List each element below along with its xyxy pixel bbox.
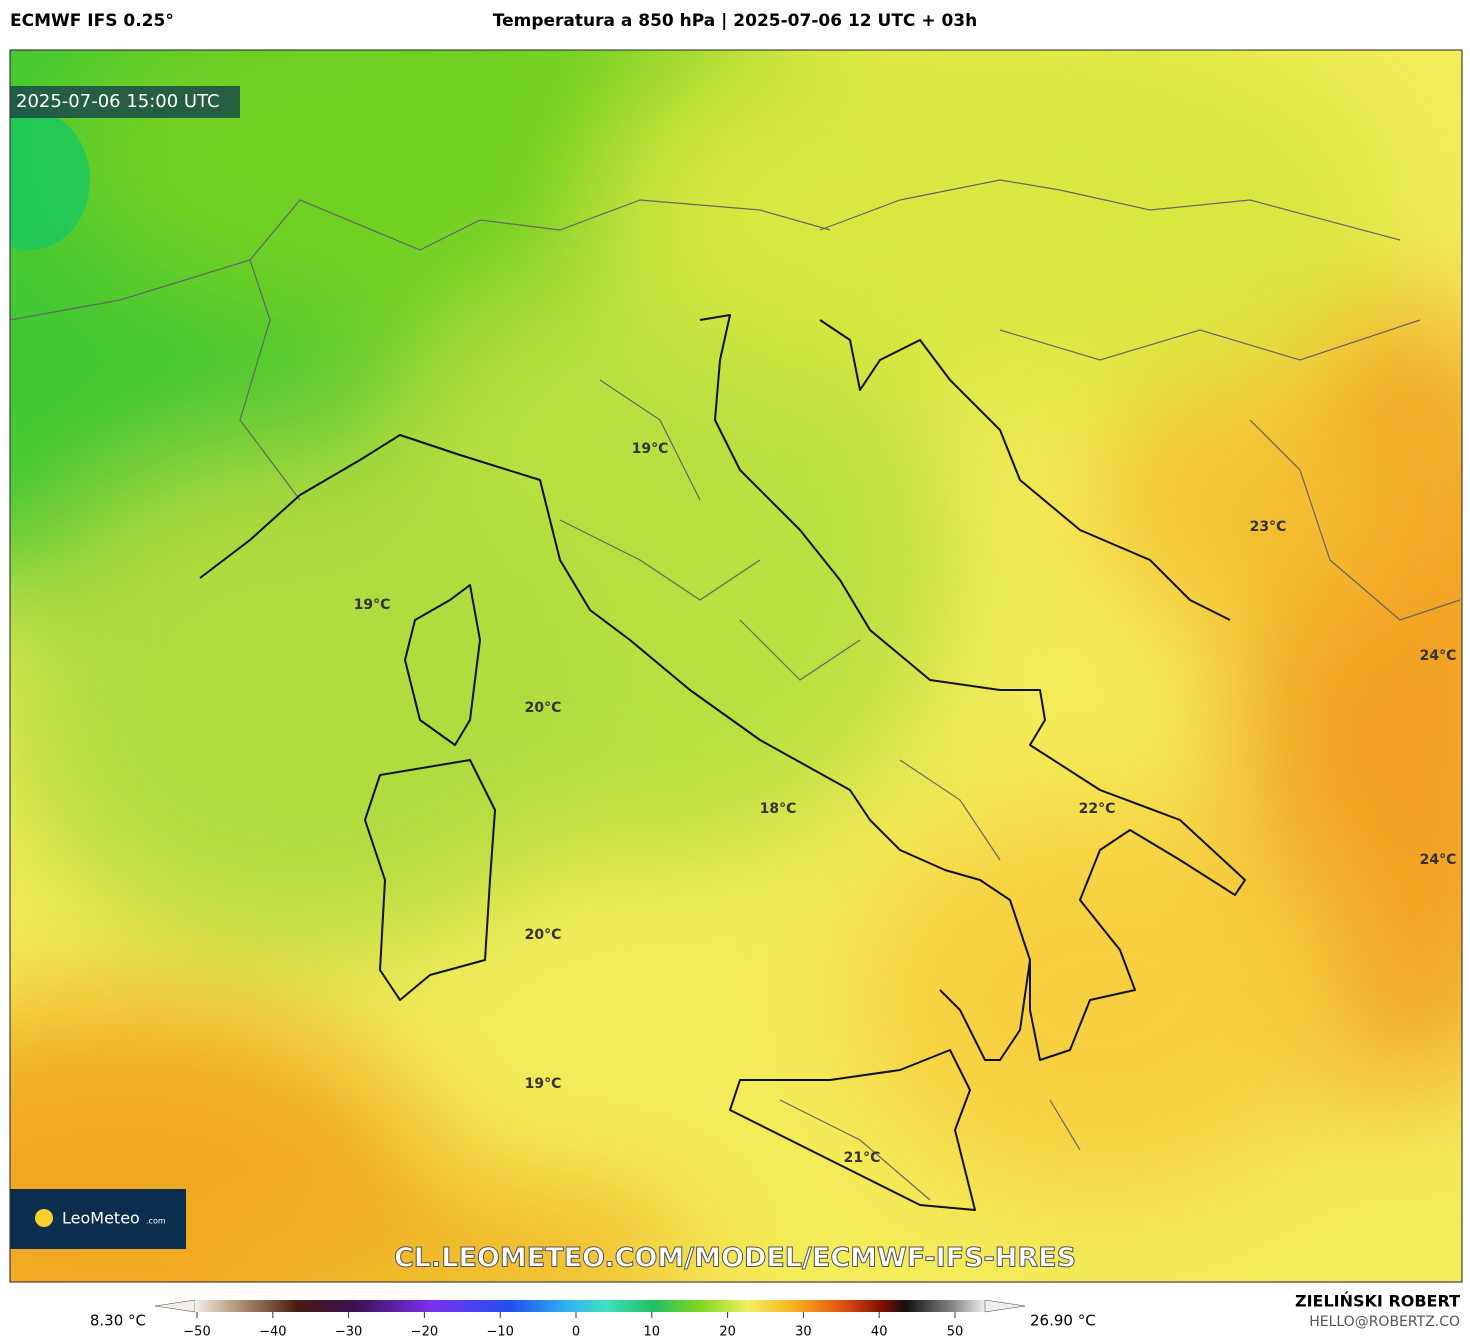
map-title: Temperatura a 850 hPa | 2025-07-06 12 UT… [493,11,978,31]
coastlines [199,314,1246,1211]
colorbar-tick-label: 30 [795,1325,812,1339]
colorbar-tick-label: −40 [259,1325,286,1339]
temp-label: 24°C [1420,648,1457,664]
colorbar-tick-label: 0 [572,1325,580,1339]
temp-label: 22°C [1079,801,1116,817]
temp-label: 18°C [760,801,797,817]
time-box [10,86,240,118]
email: HELLO@ROBERTZ.CO [1309,1314,1460,1330]
colorbar-tick-label: −50 [183,1325,210,1339]
colorbar-tick-label: −20 [411,1325,438,1339]
temp-label: 23°C [1250,519,1287,535]
logo-name: LeoMeteo [62,1209,140,1228]
watermark: CL.LEOMETEO.COM/MODEL/ECMWF-IFS-HRES [394,1243,1076,1274]
borders [10,179,1461,1201]
logo-sun [35,1209,53,1227]
colorbar-extend-low [154,1299,196,1313]
colorbar-tick-label: −30 [335,1325,362,1339]
colorbar-min: 8.30 °C [90,1312,146,1330]
colorbar-tick-label: 20 [719,1325,736,1339]
temp-label: 24°C [1420,852,1457,868]
colorbar-max: 26.90 °C [1030,1312,1096,1330]
colorbar-tick-label: −10 [486,1325,513,1339]
temp-label: 21°C [844,1150,881,1166]
map-frame [9,49,1463,1283]
model-name: ECMWF IFS 0.25° [10,11,174,31]
temp-label: 19°C [632,441,669,457]
author: ZIELIŃSKI ROBERT [1295,1292,1460,1311]
temp-label: 19°C [354,597,391,613]
colorbar-extend-high [984,1299,1026,1313]
colorbar-tick-label: 40 [871,1325,888,1339]
colorbar-tick-label: 10 [644,1325,661,1339]
colorbar: 8.30 °C 26.90 °C −50 −40 −30 −20 −10 0 10 20 30 4… [90,1299,1096,1339]
temp-label: 19°C [525,1076,562,1092]
colorbar-ramp [195,1300,985,1312]
temp-label: 20°C [525,927,562,943]
logo-suffix: .com [146,1217,166,1226]
colorbar-tick-label: 50 [947,1325,964,1339]
temp-label: 20°C [525,700,562,716]
valid-time: 2025-07-06 15:00 UTC [16,91,220,112]
